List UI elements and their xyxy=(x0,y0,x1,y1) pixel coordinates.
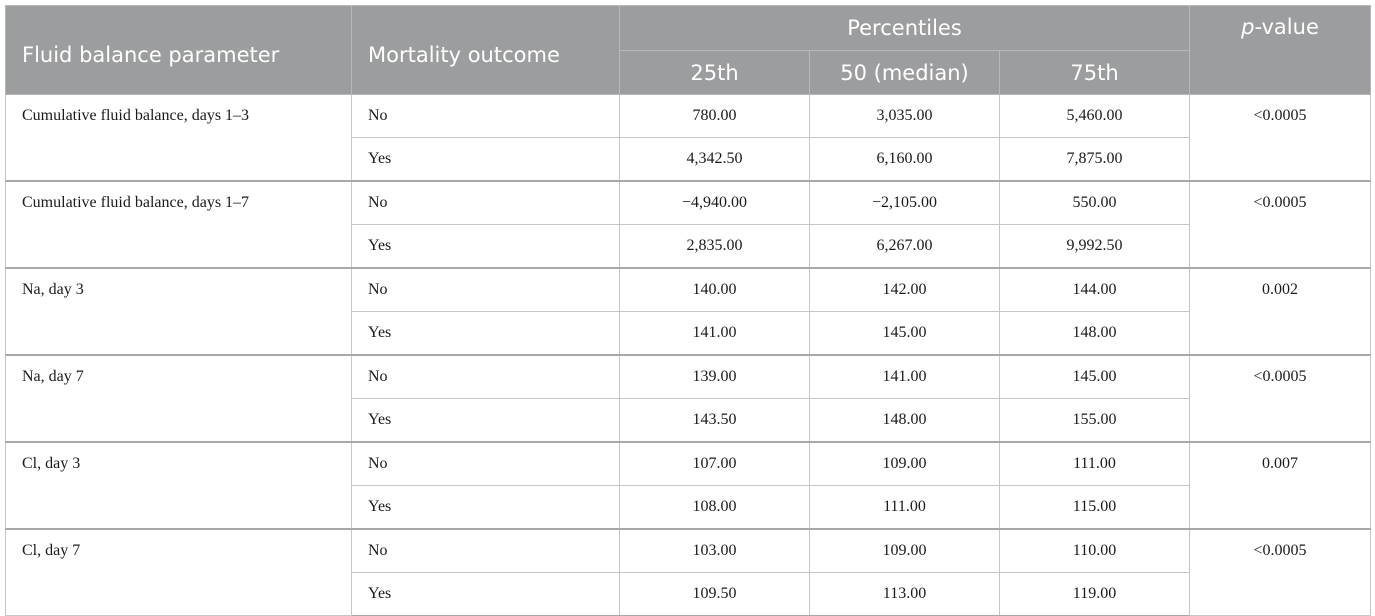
table-row: Na, day 7 No 139.00 141.00 145.00 <0.0005 xyxy=(5,354,1371,443)
p25-cell: 109.50 xyxy=(619,572,810,616)
header-p75: 75th xyxy=(999,50,1190,95)
table-row: Yes 143.50 148.00 155.00 xyxy=(6,398,1371,443)
p25-cell: 141.00 xyxy=(619,311,810,356)
p75-cell: 145.00 xyxy=(999,354,1190,399)
p25-cell: 139.00 xyxy=(619,354,810,399)
p75-cell: 9,992.50 xyxy=(999,224,1190,269)
p75-cell: 110.00 xyxy=(999,528,1190,573)
p-value-cell: <0.0005 xyxy=(1189,180,1371,269)
p75-cell: 115.00 xyxy=(999,485,1190,530)
p25-cell: 780.00 xyxy=(619,94,810,138)
outcome-cell: No xyxy=(351,441,620,486)
p50-cell: 6,160.00 xyxy=(809,137,1000,182)
p75-cell: 144.00 xyxy=(999,267,1190,312)
p75-cell: 155.00 xyxy=(999,398,1190,443)
p50-cell: 148.00 xyxy=(809,398,1000,443)
p25-cell: 107.00 xyxy=(619,441,810,486)
outcome-cell: Yes xyxy=(351,572,620,616)
outcome-cell: No xyxy=(351,94,620,138)
parameter-cell: Cl, day 7 xyxy=(5,528,352,616)
p50-cell: 111.00 xyxy=(809,485,1000,530)
parameter-cell: Cumulative fluid balance, days 1–3 xyxy=(5,94,352,182)
fluid-balance-table: Fluid balance parameter Mortality outcom… xyxy=(5,5,1371,616)
p50-cell: 142.00 xyxy=(809,267,1000,312)
p50-cell: 109.00 xyxy=(809,528,1000,573)
outcome-cell: No xyxy=(351,180,620,225)
parameter-cell: Cumulative fluid balance, days 1–7 xyxy=(5,180,352,269)
header-p-value-italic: p xyxy=(1241,15,1255,39)
p75-cell: 119.00 xyxy=(999,572,1190,616)
p25-cell: 143.50 xyxy=(619,398,810,443)
p50-cell: 113.00 xyxy=(809,572,1000,616)
table-row: Cumulative fluid balance, days 1–3 No 780.… xyxy=(5,94,1371,182)
header-p-value: p-value xyxy=(1189,5,1371,95)
outcome-cell: Yes xyxy=(351,398,620,443)
p75-cell: 5,460.00 xyxy=(999,94,1190,138)
p-value-cell: <0.0005 xyxy=(1189,94,1371,182)
table-row: Cumulative fluid balance, days 1–7 No −4,9… xyxy=(5,180,1371,269)
table-row: Yes 108.00 111.00 115.00 xyxy=(6,485,1371,530)
p25-cell: 108.00 xyxy=(619,485,810,530)
p-value-cell: <0.0005 xyxy=(1189,354,1371,443)
p-value-cell: 0.007 xyxy=(1189,441,1371,530)
p50-cell: 109.00 xyxy=(809,441,1000,486)
table-row: Yes 141.00 145.00 148.00 xyxy=(6,311,1371,356)
p25-cell: −4,940.00 xyxy=(619,180,810,225)
table-row: Cl, day 7 No 103.00 109.00 110.00 <0.0005 xyxy=(5,528,1371,616)
p25-cell: 4,342.50 xyxy=(619,137,810,182)
parameter-cell: Na, day 7 xyxy=(5,354,352,443)
header-p25: 25th xyxy=(619,50,810,95)
outcome-cell: No xyxy=(351,354,620,399)
p50-cell: 6,267.00 xyxy=(809,224,1000,269)
outcome-cell: No xyxy=(351,528,620,573)
p25-cell: 103.00 xyxy=(619,528,810,573)
table-row: Na, day 3 No 140.00 142.00 144.00 0.002 xyxy=(5,267,1371,356)
p50-cell: 141.00 xyxy=(809,354,1000,399)
p50-cell: −2,105.00 xyxy=(809,180,1000,225)
header-parameter: Fluid balance parameter xyxy=(5,5,352,95)
outcome-cell: No xyxy=(351,267,620,312)
p25-cell: 140.00 xyxy=(619,267,810,312)
table-row: Yes 4,342.50 6,160.00 7,875.00 xyxy=(6,137,1371,182)
p75-cell: 7,875.00 xyxy=(999,137,1190,182)
outcome-cell: Yes xyxy=(351,224,620,269)
p75-cell: 550.00 xyxy=(999,180,1190,225)
p-value-cell: 0.002 xyxy=(1189,267,1371,356)
header-mortality-outcome: Mortality outcome xyxy=(351,5,620,95)
header-p-value-rest: -value xyxy=(1254,15,1319,39)
outcome-cell: Yes xyxy=(351,311,620,356)
p75-cell: 148.00 xyxy=(999,311,1190,356)
table-header: Fluid balance parameter Mortality outcom… xyxy=(5,5,1371,95)
p50-cell: 145.00 xyxy=(809,311,1000,356)
p50-cell: 3,035.00 xyxy=(809,94,1000,138)
p75-cell: 111.00 xyxy=(999,441,1190,486)
table-row: Cl, day 3 No 107.00 109.00 111.00 0.007 xyxy=(5,441,1371,530)
parameter-cell: Cl, day 3 xyxy=(5,441,352,530)
parameter-cell: Na, day 3 xyxy=(5,267,352,356)
header-p50: 50 (median) xyxy=(809,50,1000,95)
table-row: Yes 109.50 113.00 119.00 xyxy=(6,572,1371,616)
header-percentiles: Percentiles xyxy=(619,5,1190,51)
p25-cell: 2,835.00 xyxy=(619,224,810,269)
outcome-cell: Yes xyxy=(351,137,620,182)
table-body: Cumulative fluid balance, days 1–3 No 780.… xyxy=(5,94,1371,616)
outcome-cell: Yes xyxy=(351,485,620,530)
p-value-cell: <0.0005 xyxy=(1189,528,1371,616)
table-row: Yes 2,835.00 6,267.00 9,992.50 xyxy=(6,224,1371,269)
